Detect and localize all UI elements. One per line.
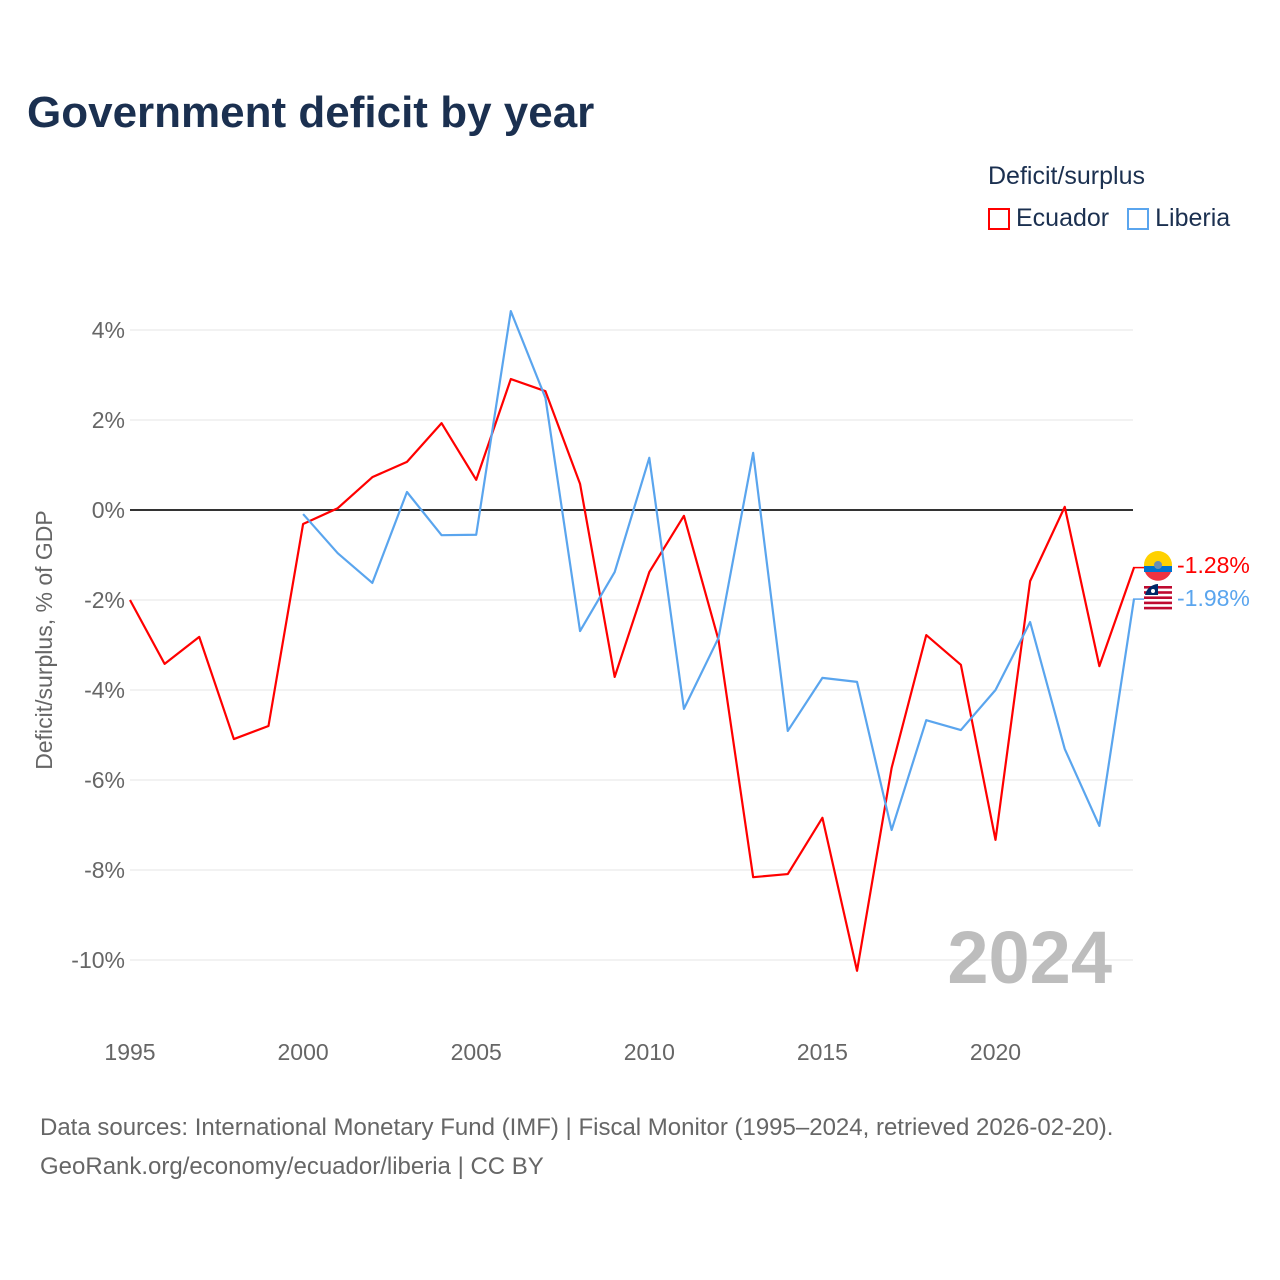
source-note: Data sources: International Monetary Fun…	[40, 1108, 1113, 1186]
source-line-2: GeoRank.org/economy/ecuador/liberia | CC…	[40, 1153, 544, 1180]
x-tick-label: 2005	[451, 1039, 502, 1065]
x-tick-label: 2000	[278, 1039, 329, 1065]
y-tick-label: 0%	[92, 497, 125, 523]
end-value-label: -1.28%	[1177, 552, 1250, 578]
series-line-liberia	[302, 310, 1136, 832]
flag-emblem	[1154, 561, 1162, 569]
source-line-1: Data sources: International Monetary Fun…	[40, 1114, 1114, 1141]
end-value-label: -1.98%	[1177, 585, 1250, 611]
y-tick-label: -10%	[71, 947, 125, 973]
y-axis-label: Deficit/surplus, % of GDP	[31, 510, 57, 769]
legend-swatch-liberia	[1127, 207, 1150, 230]
flag-canton	[1145, 584, 1158, 595]
y-tick-label: -8%	[84, 857, 125, 883]
flag-stripe	[1145, 572, 1171, 581]
legend-item-ecuador[interactable]: Ecuador	[988, 204, 1109, 233]
flag-stripe	[1144, 596, 1172, 599]
y-tick-label: -2%	[84, 587, 125, 613]
y-tick-label: -6%	[84, 767, 125, 793]
flag-star	[1151, 589, 1155, 593]
legend-label: Liberia	[1155, 204, 1231, 232]
x-tick-label: 2010	[624, 1039, 675, 1065]
y-tick-label: -4%	[84, 677, 125, 703]
x-tick-label: 1995	[104, 1039, 155, 1065]
legend-item-liberia[interactable]: Liberia	[1127, 204, 1230, 233]
legend: Ecuador Liberia	[988, 204, 1230, 233]
y-tick-label: 2%	[92, 407, 125, 433]
flag-stripe	[1144, 601, 1172, 605]
legend-swatch-ecuador	[988, 207, 1010, 230]
chart-title: Government deficit by year	[27, 88, 595, 137]
legend-title: Deficit/surplus	[988, 162, 1145, 190]
legend-label: Ecuador	[1016, 204, 1110, 232]
y-tick-label: 4%	[92, 317, 125, 343]
flag-stripe	[1144, 606, 1172, 610]
year-watermark: 2024	[947, 916, 1112, 999]
x-tick-label: 2020	[970, 1039, 1021, 1065]
series-line-ecuador	[129, 377, 1136, 972]
x-tick-label: 2015	[797, 1039, 848, 1065]
